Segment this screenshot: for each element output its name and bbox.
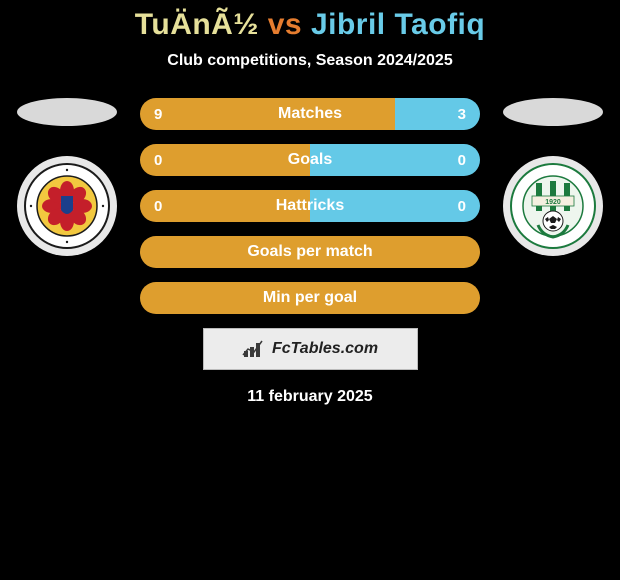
bar-value-right: 0 [458, 198, 466, 215]
page-title: TuÄnÃ½ vs Jibril Taofiq [0, 8, 620, 42]
stat-bar: Goals0 0 [140, 144, 480, 176]
bar-label: Goals per match [140, 243, 480, 261]
bar-chart-icon [242, 339, 266, 359]
title-vs: vs [268, 8, 302, 41]
subtitle: Club competitions, Season 2024/2025 [0, 52, 620, 70]
left-club-badge [17, 156, 117, 256]
title-player1: TuÄnÃ½ [135, 8, 259, 41]
comparison-panel: Matches93Goals00Hattricks00Goals per mat… [0, 98, 620, 314]
stat-bar: Goals per match [140, 236, 480, 268]
bar-value-left: 9 [154, 106, 162, 123]
left-ellipse [17, 98, 117, 126]
bar-label: Goals [140, 151, 480, 169]
bar-label: Hattricks [140, 197, 480, 215]
stat-bar: Min per goal [140, 282, 480, 314]
right-club-badge: 1920 [503, 156, 603, 256]
date-label: 11 february 2025 [0, 388, 620, 406]
stat-bar: Hattricks0 0 [140, 190, 480, 222]
bar-value-left: 0 [154, 152, 162, 169]
stat-bar: Matches9 3 [140, 98, 480, 130]
bar-value-right: 3 [458, 106, 466, 123]
left-side [12, 98, 122, 256]
right-ellipse [503, 98, 603, 126]
bar-value-left: 0 [154, 198, 162, 215]
svg-text:1920: 1920 [545, 199, 561, 206]
ruzomberok-badge-icon [24, 163, 110, 249]
brand-label: FcTables.com [272, 340, 378, 358]
brand-box[interactable]: FcTables.com [203, 328, 418, 370]
bar-label: Min per goal [140, 289, 480, 307]
bar-value-right: 0 [458, 152, 466, 169]
skalica-badge-icon: 1920 [510, 163, 596, 249]
right-side: 1920 [498, 98, 608, 256]
title-player2: Jibril Taofiq [311, 8, 485, 41]
stat-bars: Matches93Goals00Hattricks00Goals per mat… [140, 98, 480, 314]
bar-label: Matches [140, 105, 480, 123]
